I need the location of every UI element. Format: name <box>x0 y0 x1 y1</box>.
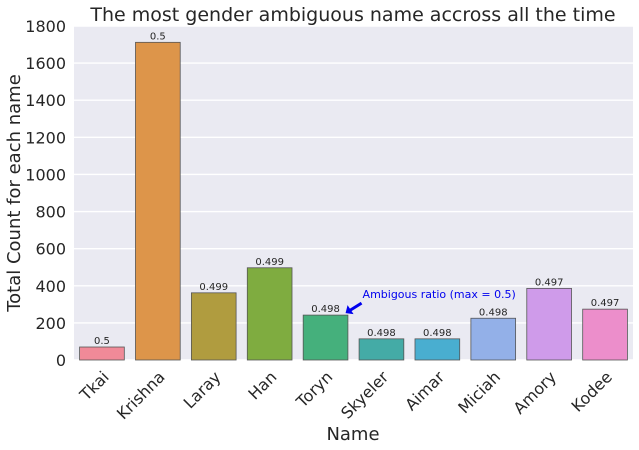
bar-amory <box>526 287 572 361</box>
bar-kodee <box>582 308 628 361</box>
x-axis-title: Name <box>326 424 379 445</box>
bar-toryn <box>302 314 349 361</box>
bar-value-label: 0.497 <box>591 298 620 309</box>
bar-han <box>246 267 293 361</box>
bar-value-label: 0.498 <box>311 304 340 315</box>
y-tick-label: 200 <box>35 314 66 333</box>
annotation-text: Ambigous ratio (max = 0.5) <box>363 288 516 301</box>
bar-laray <box>190 292 237 361</box>
y-tick-label: 600 <box>35 240 66 259</box>
bar-value-label: 0.498 <box>479 307 508 318</box>
bar-value-label: 0.5 <box>150 31 166 42</box>
bar-skyeler <box>358 338 405 361</box>
x-tick-labels: Tkai Krishna Laray Han Toryn Skyeler Aimar Mici… <box>75 367 616 423</box>
bar-value-label: 0.498 <box>423 328 452 339</box>
x-tick-label: Laray <box>180 367 225 412</box>
x-tick-label: Toryn <box>292 367 337 412</box>
annotation: Ambigous ratio (max = 0.5) <box>345 288 516 315</box>
annotation-arrow-shaft <box>348 301 363 312</box>
bar-value-label: 0.499 <box>255 257 284 268</box>
x-tick-label: Kodee <box>568 367 616 415</box>
x-tick-label: Skyeler <box>337 367 392 422</box>
x-tick-label: Han <box>244 367 280 403</box>
x-tick-label: Krishna <box>113 367 169 423</box>
y-tick-label: 1400 <box>25 91 66 110</box>
chart-title: The most gender ambiguous name accross a… <box>89 4 615 26</box>
y-tick-label: 1600 <box>25 54 66 73</box>
x-tick-label: Tkai <box>75 367 112 404</box>
y-tick-labels: 0 200 400 600 800 1000 1200 1400 1600 1800 <box>25 17 66 370</box>
bar-tkai <box>79 346 125 361</box>
y-tick-label: 1000 <box>25 165 66 184</box>
bar-value-labels: 0.5 0.5 0.499 0.499 0.498 0.498 0.498 0.498 0.49… <box>94 31 619 347</box>
bar-krishna <box>135 41 181 361</box>
bar-miciah <box>470 317 517 361</box>
bars <box>79 41 628 361</box>
x-tick-label: Amory <box>510 367 560 417</box>
bar-value-label: 0.499 <box>199 282 228 293</box>
y-tick-label: 1800 <box>25 17 66 36</box>
annotation-arrow-head <box>345 305 354 315</box>
y-tick-label: 0 <box>56 351 66 370</box>
y-tick-label: 400 <box>35 277 66 296</box>
bar-value-label: 0.497 <box>535 277 564 288</box>
y-axis-title: Total Count for each name <box>4 74 25 313</box>
y-tick-label: 1200 <box>25 128 66 147</box>
x-tick-label: Miciah <box>454 367 504 417</box>
bar-aimar <box>414 338 461 361</box>
x-tick-label: Aimar <box>401 367 448 414</box>
bar-value-label: 0.5 <box>94 336 110 347</box>
bar-value-label: 0.498 <box>367 328 396 339</box>
y-tick-label: 800 <box>35 203 66 222</box>
